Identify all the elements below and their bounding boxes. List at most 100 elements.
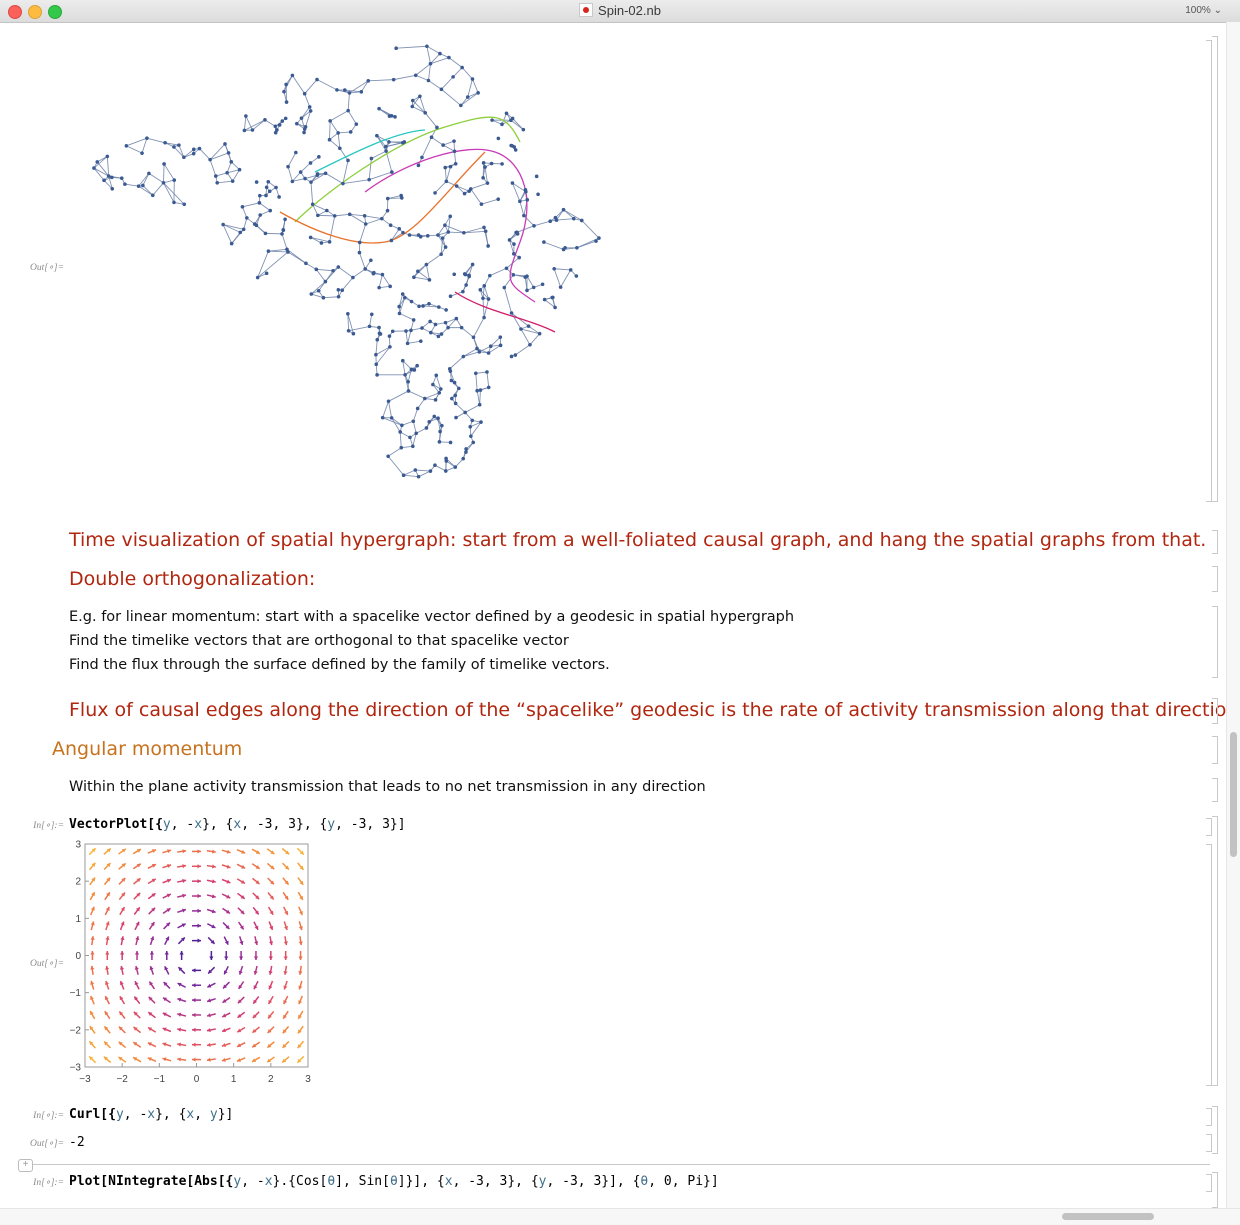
hypergraph-node	[363, 214, 367, 218]
hypergraph-node	[553, 306, 557, 310]
hypergraph-node	[437, 305, 441, 309]
hypergraph-node	[92, 166, 96, 170]
cell-bracket-curl-group[interactable]	[1212, 1106, 1218, 1154]
vertical-scroll-thumb[interactable]	[1230, 732, 1237, 857]
hypergraph-node	[426, 234, 430, 238]
cell-bracket-vectorplot-input[interactable]	[1206, 818, 1212, 836]
hypergraph-node	[459, 104, 463, 108]
cell-bracket-angular-momentum[interactable]	[1212, 736, 1218, 764]
hypergraph-node	[500, 123, 504, 127]
cell-bracket-graph[interactable]	[1212, 36, 1218, 502]
cell-bracket-time-visualization[interactable]	[1212, 530, 1218, 554]
hypergraph-node	[429, 62, 433, 66]
hypergraph-edge	[561, 270, 571, 287]
hypergraph-node	[411, 419, 415, 423]
hypergraph-edge	[413, 421, 416, 433]
hypergraph-edge	[483, 298, 484, 317]
hypergraph-node	[440, 424, 444, 428]
hypergraph-node	[480, 202, 484, 206]
x-tick-label: −3	[79, 1074, 91, 1085]
vertical-scrollbar[interactable]	[1226, 22, 1240, 1208]
hypergraph-node	[263, 118, 267, 122]
hypergraph-node	[478, 403, 482, 407]
hypergraph-edge	[404, 475, 419, 476]
hypergraph-edge	[242, 203, 259, 207]
hypergraph-node	[503, 286, 507, 290]
horizontal-scroll-thumb[interactable]	[1062, 1213, 1154, 1220]
hypergraph-node	[280, 119, 284, 123]
hypergraph-edge	[480, 390, 481, 405]
hypergraph-edge	[288, 167, 292, 182]
vectorplot-input[interactable]: VectorPlot[{y, -x}, {x, -3, 3}, {y, -3, …	[69, 817, 406, 832]
window-titlebar: Spin-02.nb 100% ⌄	[0, 0, 1240, 23]
hypergraph-node	[401, 359, 405, 363]
hypergraph-node	[404, 329, 408, 333]
cell-bracket-linear-momentum[interactable]	[1212, 606, 1218, 678]
cell-bracket-plane-text[interactable]	[1212, 778, 1218, 802]
hypergraph-node	[346, 312, 350, 316]
hypergraph-node	[141, 184, 145, 188]
hypergraph-node	[427, 79, 431, 83]
hypergraph-node	[418, 95, 422, 99]
hypergraph-node	[479, 420, 483, 424]
cell-bracket-plot-group[interactable]	[1212, 1172, 1218, 1208]
hypergraph-node	[375, 338, 379, 342]
hypergraph-node	[388, 345, 392, 349]
hypergraph-node	[278, 123, 282, 127]
horizontal-scrollbar[interactable]	[0, 1208, 1240, 1225]
hypergraph-edge	[392, 418, 401, 432]
window-title: Spin-02.nb	[0, 3, 1240, 18]
hypergraph-edge	[453, 68, 462, 77]
hypergraph-node	[511, 181, 515, 185]
hypergraph-node	[214, 174, 218, 178]
hypergraph-node	[231, 179, 235, 183]
hypergraph-node	[375, 373, 379, 377]
hypergraph-node	[394, 46, 398, 50]
in-label-vectorplot: In[∘]:=	[18, 820, 64, 831]
hypergraph-node	[455, 317, 459, 321]
insert-cell-plus-icon[interactable]: +	[18, 1159, 33, 1172]
hypergraph-edge	[288, 152, 296, 166]
hypergraph-node	[475, 389, 479, 393]
hypergraph-edge	[455, 151, 456, 164]
cell-bracket-graph-inner[interactable]	[1206, 40, 1212, 502]
hypergraph-edge	[416, 64, 431, 76]
hypergraph-edge	[330, 111, 348, 121]
hypergraph-node	[390, 416, 394, 420]
hypergraph-node	[337, 288, 341, 292]
cell-bracket-curl-output[interactable]	[1206, 1134, 1212, 1152]
hypergraph-node	[439, 387, 443, 391]
hypergraph-edge	[422, 137, 432, 157]
hypergraph-node	[336, 131, 340, 135]
hypergraph-edge	[512, 313, 529, 326]
cell-bracket-plot-input[interactable]	[1206, 1174, 1212, 1192]
hypergraph-node	[123, 182, 127, 186]
hypergraph-edge	[147, 138, 165, 143]
hypergraph-node	[460, 326, 464, 330]
hypergraph-edge	[419, 471, 431, 477]
zoom-dropdown[interactable]: 100% ⌄	[1185, 5, 1222, 16]
cell-bracket-vectorplot-output[interactable]	[1206, 844, 1212, 1086]
curl-input[interactable]: Curl[{y, -x}, {x, y}]	[69, 1107, 233, 1122]
hypergraph-node	[284, 83, 288, 87]
hypergraph-edge	[139, 186, 153, 195]
hypergraph-edge	[427, 46, 440, 53]
hypergraph-edge	[487, 372, 489, 387]
cell-bracket-flux[interactable]	[1212, 698, 1218, 724]
hypergraph-node	[467, 274, 471, 278]
cell-bracket-curl-input[interactable]	[1206, 1108, 1212, 1126]
hypergraph-node	[380, 217, 384, 221]
cell-bracket-vectorplot-group[interactable]	[1212, 816, 1218, 1086]
hypergraph-node	[267, 249, 271, 253]
x-tick-label: 0	[194, 1074, 200, 1085]
hypergraph-node	[145, 136, 149, 140]
hypergraph-node	[251, 128, 255, 132]
hypergraph-node	[172, 201, 176, 205]
hypergraph-node	[453, 394, 457, 398]
hypergraph-node	[461, 290, 465, 294]
hypergraph-node	[471, 77, 475, 81]
plot-input[interactable]: Plot[NIntegrate[Abs[{y, -x}.{Cos[θ], Sin…	[69, 1174, 719, 1189]
cell-bracket-double-orthogonalization[interactable]	[1212, 566, 1218, 592]
out-label-vectorplot: Out[∘]=	[18, 958, 64, 969]
hypergraph-node	[411, 99, 415, 103]
